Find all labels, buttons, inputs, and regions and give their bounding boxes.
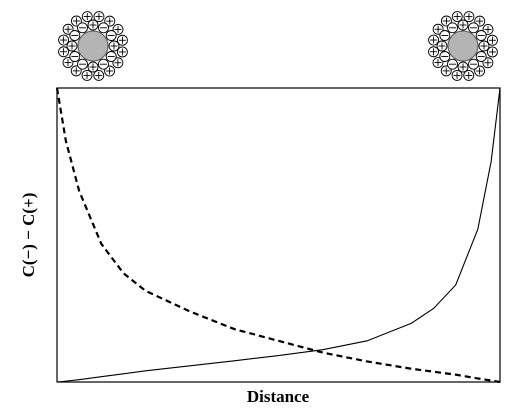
particle-core <box>77 30 109 62</box>
series-line <box>55 87 501 384</box>
y-axis-label: C(−) − C(+) <box>19 193 38 278</box>
particles <box>58 11 498 81</box>
x-axis-label: Distance <box>247 387 310 406</box>
plot-frame <box>56 87 501 383</box>
particle-core <box>447 30 479 62</box>
series-line <box>56 87 501 383</box>
